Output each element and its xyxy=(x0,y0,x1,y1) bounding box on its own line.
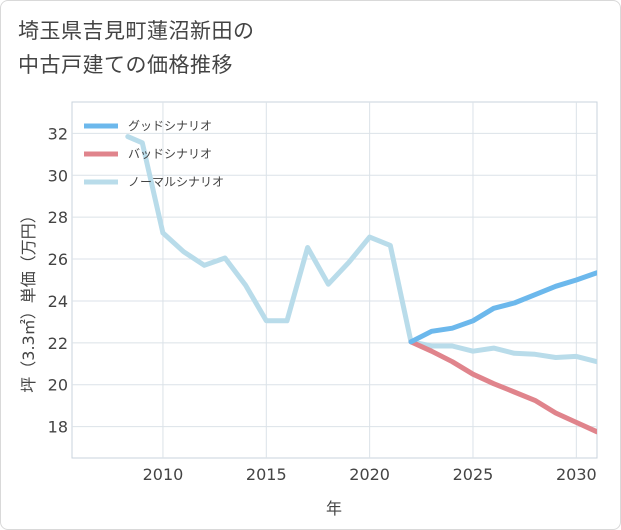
plot-frame xyxy=(71,101,598,459)
title-line-2: 中古戸建ての価格推移 xyxy=(18,53,233,77)
x-tick-label: 2025 xyxy=(453,465,494,484)
y-tick-label: 28 xyxy=(48,208,68,227)
y-tick-label: 20 xyxy=(48,376,68,395)
y-tick-label: 30 xyxy=(48,166,68,185)
x-tick-labels: 2010 2015 2020 2025 2030 xyxy=(143,465,597,484)
x-tick-label: 2030 xyxy=(556,465,597,484)
series-line-0 xyxy=(408,270,597,345)
x-tick-label: 2015 xyxy=(246,465,287,484)
y-tick-label: 22 xyxy=(48,334,68,353)
y-tick-label: 18 xyxy=(48,418,68,437)
y-tick-label: 24 xyxy=(48,292,68,311)
legend-label-0[interactable]: グッドシナリオ xyxy=(128,119,212,133)
legend-label-1[interactable]: バッドシナリオ xyxy=(128,147,212,161)
x-tick-label: 2020 xyxy=(349,465,390,484)
series-layer xyxy=(125,134,597,435)
y-tick-label: 32 xyxy=(48,124,68,143)
x-axis-label: 年 xyxy=(326,499,342,518)
legend-label-2[interactable]: ノーマルシナリオ xyxy=(128,175,224,189)
page-title: 埼玉県吉見町蓮沼新田の 中古戸建ての価格推移 xyxy=(18,14,255,82)
series-line-1 xyxy=(408,339,597,435)
y-tick-label: 26 xyxy=(48,250,68,269)
grid xyxy=(71,101,598,459)
title-line-1: 埼玉県吉見町蓮沼新田の xyxy=(18,19,255,43)
y-tick-labels: 18 20 22 24 26 28 30 32 xyxy=(48,124,68,436)
x-tick-label: 2010 xyxy=(143,465,184,484)
series-line-2 xyxy=(125,134,597,365)
y-axis-label: 坪（3.3㎡）単価（万円） xyxy=(19,207,38,392)
